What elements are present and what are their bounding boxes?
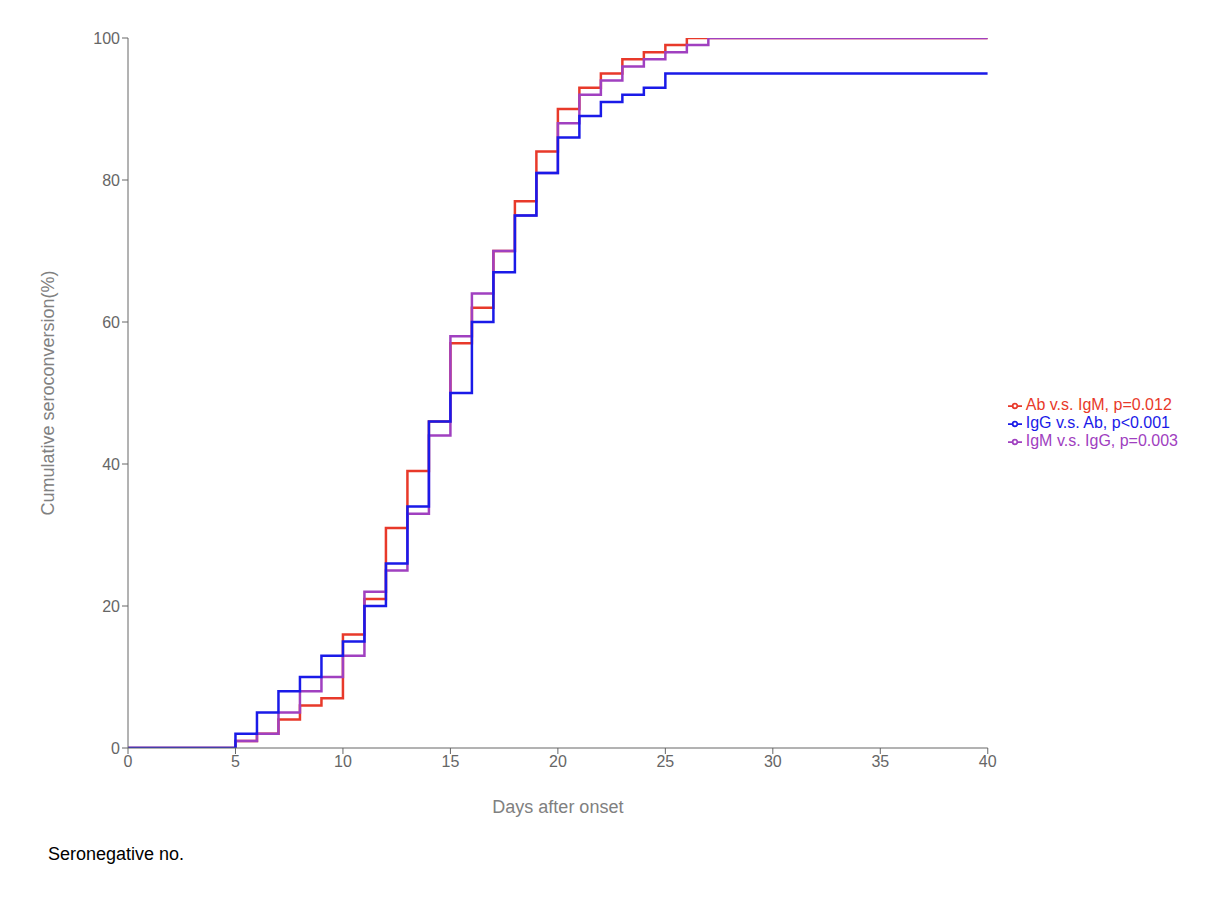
svg-text:30: 30 <box>764 753 782 770</box>
svg-text:0: 0 <box>111 740 120 757</box>
svg-text:5: 5 <box>231 753 240 770</box>
svg-text:40: 40 <box>102 456 120 473</box>
svg-text:Days after onset: Days after onset <box>492 797 623 817</box>
svg-text:20: 20 <box>102 598 120 615</box>
svg-text:25: 25 <box>656 753 674 770</box>
svg-text:10: 10 <box>334 753 352 770</box>
svg-text:0: 0 <box>124 753 133 770</box>
svg-text:80: 80 <box>102 172 120 189</box>
html-text:Seronegative no.: Seronegative no. <box>48 844 185 864</box>
svg-text:100: 100 <box>93 30 120 47</box>
svg-text:15: 15 <box>442 753 460 770</box>
html-text:IgM v.s. IgG, p=0.003: IgM v.s. IgG, p=0.003 <box>1025 432 1178 449</box>
svg-text:20: 20 <box>549 753 567 770</box>
svg-text:Cumulative seroconversion(%): Cumulative seroconversion(%) <box>38 270 58 515</box>
svg-text:40: 40 <box>979 753 997 770</box>
svg-text:60: 60 <box>102 314 120 331</box>
html-text:Ab v.s. IgM, p=0.012: Ab v.s. IgM, p=0.012 <box>1025 396 1172 413</box>
svg-text:35: 35 <box>871 753 889 770</box>
html-text:IgG v.s. Ab, p<0.001: IgG v.s. Ab, p<0.001 <box>1025 414 1170 431</box>
